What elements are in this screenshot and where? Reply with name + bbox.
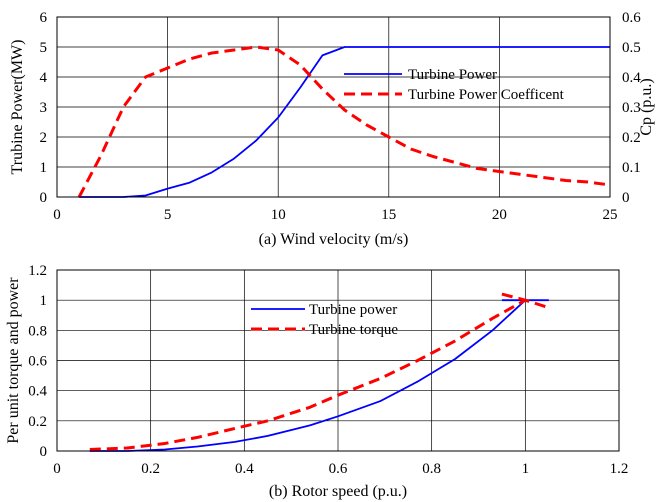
- x-axis-label: (b) Rotor speed (p.u.): [269, 483, 407, 500]
- y-tick-label: 0.8: [28, 323, 47, 339]
- legend-label: Turbine Power: [408, 67, 497, 83]
- series-line-segment-3: [501, 292, 526, 302]
- y2-tick-label: 0.4: [622, 70, 641, 86]
- grid: [57, 270, 619, 451]
- x-tick-label: 20: [492, 207, 507, 223]
- x-tick-label: 1.2: [610, 461, 629, 477]
- x-tick-label: 0: [53, 461, 61, 477]
- series-group: [89, 292, 550, 452]
- x-tick-label: 5: [164, 207, 172, 223]
- y-tick-label: 0: [40, 190, 48, 206]
- y-axis-label: Trubine Power(MW): [9, 40, 26, 175]
- legend-label: Turbine torque: [309, 322, 398, 338]
- x-tick-label: 0.6: [329, 461, 348, 477]
- y2-axis-label: Cp (p.u.): [638, 78, 655, 135]
- y-axis-label: Per unit torque and power: [5, 277, 22, 444]
- y-tick-label: 1: [40, 160, 48, 176]
- y-tick-label: 5: [40, 40, 48, 56]
- series-group: [77, 45, 611, 198]
- grid: [57, 17, 610, 197]
- x-tick-label: 15: [381, 207, 396, 223]
- chart-b: 0 0.2 0.4 0.6 0.8 1 1.2 0 0.2 0.4 0.6 0.8 1 1.2 Turbin…: [5, 263, 628, 500]
- y2-tick-label: 0.2: [622, 130, 641, 146]
- series-line-turbine-torque: [89, 298, 550, 451]
- legend-label: Turbine Power Coefficent: [408, 87, 565, 103]
- y-tick-label: 0.2: [28, 414, 47, 430]
- x-tick-label: 0: [53, 207, 61, 223]
- y2-tick-label: 0.5: [622, 40, 641, 56]
- x-tick-label: 0.4: [235, 461, 254, 477]
- y2-tick-label: 0: [622, 190, 630, 206]
- y-tick-label: 0: [40, 444, 48, 460]
- y-tick-label: 3: [40, 100, 48, 116]
- y-tick-label: 0.4: [28, 384, 47, 400]
- x-tick-label: 25: [603, 207, 618, 223]
- y-tick-label: 2: [40, 130, 48, 146]
- y-tick-label: 0.6: [28, 354, 47, 370]
- x-axis-label: (a) Wind velocity (m/s): [259, 231, 409, 248]
- y2-tick-label: 0.1: [622, 160, 641, 176]
- chart-a: 0 5 10 15 20 25012345600.10.20.30.40.50.6Turb…: [9, 10, 655, 248]
- y-tick-label: 1.2: [28, 263, 47, 279]
- series-line-turbine-power: [89, 299, 549, 452]
- series-line-turbine-power: [79, 46, 610, 198]
- plot-frame: [56, 16, 611, 198]
- x-tick-label: 0.8: [422, 461, 441, 477]
- y-tick-label: 6: [40, 10, 48, 26]
- plot-frame: [56, 269, 620, 452]
- legend: Turbine Power Turbine Power Coefficent: [344, 67, 565, 103]
- legend: Turbine power Turbine torque: [251, 302, 398, 338]
- y-tick-label: 4: [40, 70, 48, 86]
- x-tick-label: 0.2: [141, 461, 160, 477]
- y2-tick-label: 0.6: [622, 10, 641, 26]
- y-tick-label: 1: [40, 293, 48, 309]
- series-line-turbine-power-coefficent: [77, 45, 611, 198]
- y2-tick-label: 0.3: [622, 100, 641, 116]
- legend-label: Turbine power: [309, 302, 397, 318]
- x-tick-label: 1: [522, 461, 530, 477]
- x-tick-label: 10: [271, 207, 286, 223]
